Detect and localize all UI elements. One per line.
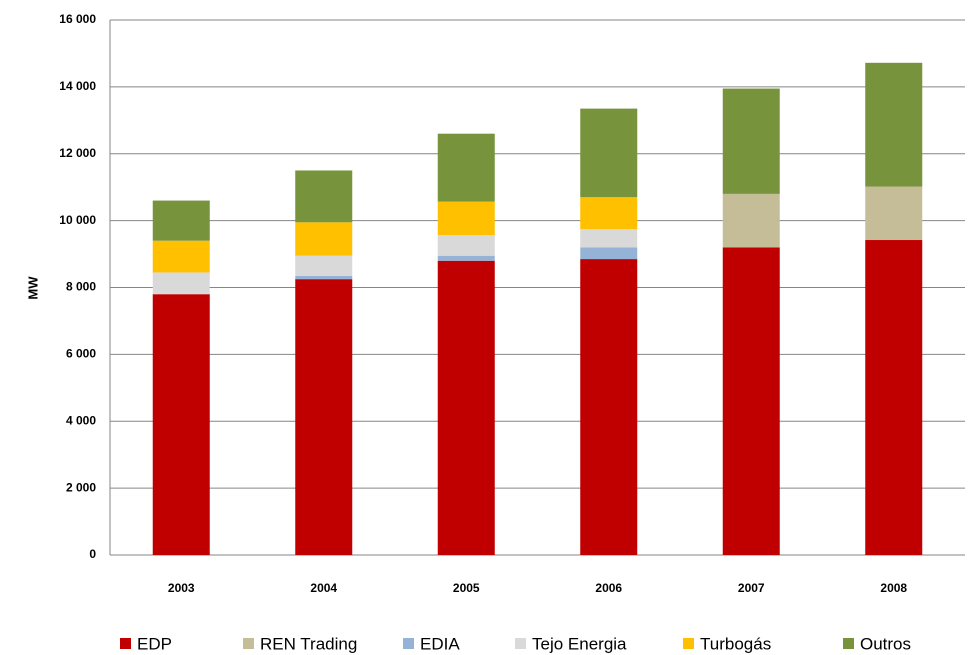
bar-segment — [437, 201, 495, 236]
y-tick-label: 2 000 — [66, 480, 96, 494]
bar-segment — [580, 259, 638, 555]
bar-segment — [722, 88, 780, 194]
bar-segment — [865, 62, 923, 187]
legend-swatch — [403, 638, 414, 649]
bar-segment — [580, 228, 638, 248]
bar-segment — [722, 247, 780, 555]
y-tick-label: 14 000 — [59, 79, 96, 93]
legend-label: Tejo Energia — [532, 634, 627, 653]
bar-segment — [152, 294, 210, 555]
bar-segment — [580, 197, 638, 229]
legend-label: EDP — [137, 634, 172, 653]
bar-segment — [295, 279, 353, 555]
bar-segment — [437, 255, 495, 261]
x-tick-label: 2003 — [168, 581, 195, 595]
legend-swatch — [120, 638, 131, 649]
bar-segment — [437, 260, 495, 555]
legend-swatch — [243, 638, 254, 649]
bar-segment — [722, 193, 780, 248]
bar-segment — [865, 240, 923, 556]
y-tick-label: 10 000 — [59, 213, 96, 227]
legend-label: Outros — [860, 634, 911, 653]
legend-label: REN Trading — [260, 634, 357, 653]
bar-segment — [152, 272, 210, 295]
x-tick-label: 2005 — [453, 581, 480, 595]
y-axis-title: MW — [25, 276, 40, 300]
y-tick-label: 0 — [89, 547, 96, 561]
bar-segment — [580, 108, 638, 198]
x-tick-label: 2006 — [595, 581, 622, 595]
y-tick-label: 6 000 — [66, 347, 96, 361]
y-tick-label: 8 000 — [66, 280, 96, 294]
bar-segment — [865, 186, 923, 241]
bar-segment — [152, 200, 210, 241]
x-tick-label: 2008 — [880, 581, 907, 595]
bar-segment — [295, 255, 353, 276]
legend-swatch — [515, 638, 526, 649]
legend-label: EDIA — [420, 634, 460, 653]
bar-segment — [437, 133, 495, 202]
bar-segment — [295, 222, 353, 256]
x-tick-label: 2004 — [310, 581, 337, 595]
legend-swatch — [683, 638, 694, 649]
bar-segment — [580, 247, 638, 260]
bar-segment — [437, 235, 495, 256]
y-tick-label: 12 000 — [59, 146, 96, 160]
bar-segment — [152, 240, 210, 273]
bar-segment — [295, 170, 353, 223]
x-tick-label: 2007 — [738, 581, 765, 595]
y-tick-label: 16 000 — [59, 12, 96, 26]
legend-swatch — [843, 638, 854, 649]
legend-label: Turbogás — [700, 634, 771, 653]
y-tick-label: 4 000 — [66, 413, 96, 427]
bar-segment — [295, 275, 353, 280]
